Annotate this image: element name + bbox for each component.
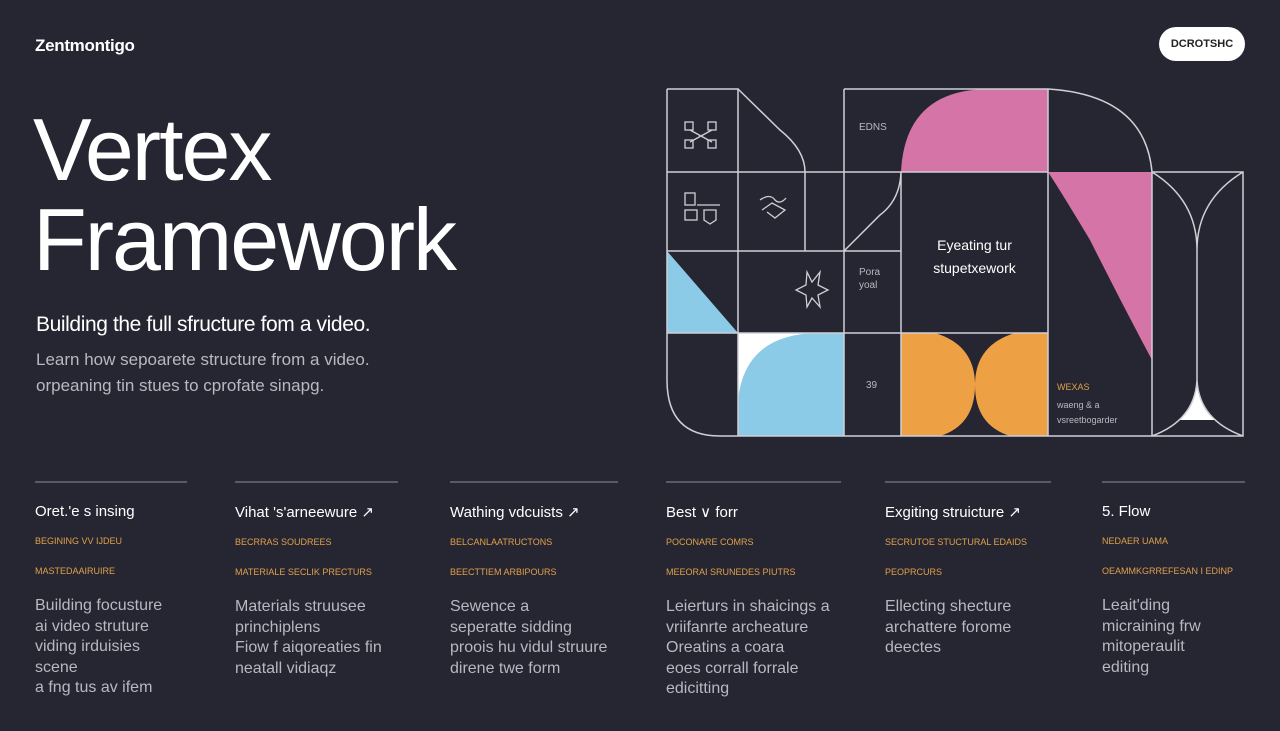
- column-title[interactable]: Vihat 's'arneewure ↗: [235, 504, 374, 521]
- graphic-label-edns: EDNS: [859, 122, 887, 133]
- divider: [666, 481, 841, 483]
- divider: [885, 481, 1051, 483]
- column-tag: SECRUTOE STUCTURAL EDAIDS: [885, 537, 1028, 547]
- column-tag: OEAMMKGRREFESAN I EDINP: [1102, 566, 1234, 576]
- side-line-2: yoal: [859, 280, 878, 291]
- note-line-2: vsreetbogarder: [1057, 415, 1118, 425]
- handshake-icon: [759, 195, 787, 219]
- column-title[interactable]: 5. Flow: [1102, 503, 1151, 520]
- subtitle: Building the full sfructure fom a video.: [36, 313, 371, 336]
- column-tag: BEGINING VV IJDEU: [35, 536, 123, 546]
- column-tag: BELCANLAATRUCTONS: [450, 537, 553, 547]
- description: Learn how sepoarete structure from a vid…: [36, 347, 456, 399]
- divider: [235, 481, 398, 483]
- graphic-note: waeng & a vsreetbogarder: [1057, 398, 1118, 428]
- orange-shape-right: [975, 333, 1048, 436]
- center-line-2: stupetxework: [933, 260, 1016, 276]
- column-body: Leait'ding micraining frw mitoperaulit edit…: [1102, 597, 1201, 676]
- feature-column: Oret.'e s insing BEGINING VV IJDEU MASTE…: [35, 481, 187, 699]
- title-line-2: Framework: [33, 190, 457, 289]
- feature-column: Vihat 's'arneewure ↗ BECRRAS SOUDREES MA…: [235, 481, 398, 679]
- title-line-1: Vertex: [33, 100, 272, 199]
- feature-column: 5. Flow NEDAER UAMA OEAMMKGRREFESAN I ED…: [1102, 481, 1245, 678]
- description-line-1: Learn how sepoarete structure from a vid…: [36, 350, 370, 369]
- column-tag: MEEORAI SRUNEDES PIUTRS: [666, 567, 796, 577]
- column-title[interactable]: Exgiting struicture ↗: [885, 504, 1021, 521]
- description-line-2: orpeaning tin stues to cprofate sinapg.: [36, 376, 325, 395]
- graphic-note-tag: WEXAS: [1057, 382, 1090, 392]
- graphic-side-number: 39: [866, 380, 878, 391]
- blocks-flow-icon: [684, 192, 720, 225]
- column-tag: POCONARE COMRS: [666, 537, 754, 547]
- column-title[interactable]: Oret.'e s insing: [35, 503, 135, 520]
- feature-column: Exgiting struicture ↗ SECRUTOE STUCTURAL…: [885, 481, 1051, 659]
- crossed-arrows-icon: [684, 121, 717, 149]
- column-body: Building focusture ai video struture vidin…: [35, 597, 163, 696]
- divider: [450, 481, 618, 483]
- hourglass-fill: [1178, 380, 1216, 420]
- brand-logo[interactable]: Zentmontigo: [35, 36, 135, 55]
- center-line-1: Eyeating tur: [937, 237, 1012, 253]
- column-tag: PEOPRCURS: [885, 567, 943, 577]
- graphic-side-label: Pora yoal: [859, 266, 880, 292]
- star-icon: [794, 269, 830, 310]
- graphic-center-text: Eyeating tur stupetxework: [901, 234, 1048, 280]
- side-line-1: Pora: [859, 267, 881, 278]
- column-tag: BEECTTIEM ARBIPOURS: [450, 567, 557, 577]
- divider: [1102, 481, 1245, 483]
- column-title[interactable]: Wathing vdcuists ↗: [450, 504, 580, 521]
- column-body: Materials struusee princhiplens Fiow f aiq…: [235, 598, 382, 677]
- grid-lines: [666, 88, 1244, 437]
- blue-quarter-circle: [738, 333, 844, 436]
- column-tag: MASTEDAAIRUIRE: [35, 566, 116, 576]
- column-tag: BECRRAS SOUDREES: [235, 537, 332, 547]
- note-line-1: waeng & a: [1057, 400, 1100, 410]
- orange-shape-left: [901, 333, 975, 436]
- cta-button[interactable]: DCROTSHC: [1159, 27, 1245, 61]
- divider: [35, 481, 187, 483]
- column-title[interactable]: Best ∨ forr: [666, 504, 738, 521]
- feature-column: Wathing vdcuists ↗ BELCANLAATRUCTONS BEE…: [450, 481, 618, 679]
- column-body: Sewence a seperatte sidding proois hu vidu…: [450, 598, 608, 677]
- pink-arc-shape: [901, 89, 1048, 172]
- column-body: Ellecting shecture archattere forome deect…: [885, 598, 1012, 656]
- blue-triangle: [667, 251, 738, 333]
- page-title: Vertex Framework: [33, 100, 457, 289]
- column-tag: NEDAER UAMA: [1102, 536, 1169, 546]
- column-body: Leierturs in shaicings a vriifanrte arche…: [666, 598, 830, 697]
- column-tag: MATERIALE SECLIK PRECTURS: [235, 567, 372, 577]
- feature-column: Best ∨ forr POCONARE COMRS MEEORAI SRUNE…: [666, 481, 841, 700]
- pink-curve-shape: [1048, 172, 1152, 360]
